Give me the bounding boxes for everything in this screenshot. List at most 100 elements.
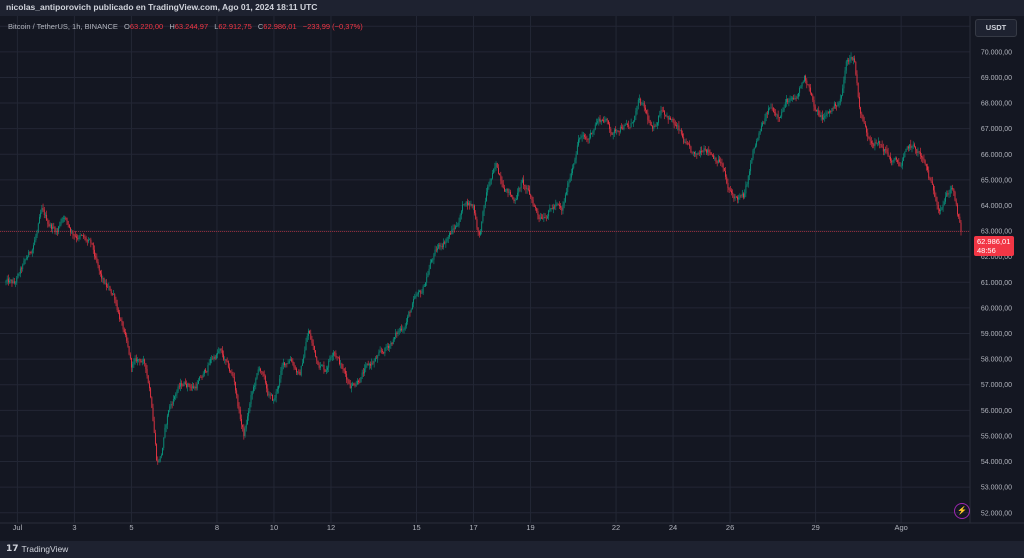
candle-body <box>250 395 252 404</box>
candle-body <box>456 226 458 227</box>
candle-body <box>866 126 867 133</box>
candle-body <box>23 260 25 265</box>
candle-body <box>701 150 703 152</box>
candle-body <box>506 188 508 191</box>
candle-body <box>678 125 680 131</box>
candle-body <box>378 352 380 356</box>
price-tick-label: 69.000,00 <box>981 75 1012 82</box>
candle-body <box>227 361 229 368</box>
candle-body <box>911 146 913 148</box>
candle-body <box>498 167 499 174</box>
candle-body <box>251 391 253 396</box>
candle-body <box>612 133 614 135</box>
candle-body <box>202 373 204 378</box>
open-label: O <box>124 22 130 31</box>
candle-body <box>910 144 912 148</box>
candle-body <box>795 98 797 99</box>
candle-body <box>441 246 443 248</box>
candle-body <box>765 112 767 119</box>
candle-body <box>379 350 381 353</box>
candle-body <box>242 424 244 428</box>
candle-body <box>890 156 891 161</box>
candle-body <box>49 224 51 227</box>
candle-body <box>97 261 99 266</box>
chart-area[interactable]: 52.000,00 53.000,00 54.000,00 55.000,00 56.0… <box>0 16 1024 541</box>
candle-body <box>550 208 552 209</box>
candle-body <box>440 246 442 247</box>
publication-header: nicolas_antiporovich publicado en Tradin… <box>0 0 1024 16</box>
candle-body <box>91 242 93 244</box>
candle-body <box>300 365 302 376</box>
tradingview-brand: TradingView <box>21 544 69 554</box>
candle-body <box>255 378 257 386</box>
candle-body <box>566 191 567 195</box>
candle-body <box>818 110 820 115</box>
candle-body <box>372 362 374 364</box>
candle-body <box>820 114 822 118</box>
candle-body <box>336 356 338 358</box>
candle-body <box>602 119 603 121</box>
tradingview-logo[interactable]: 17 TradingView <box>6 544 68 554</box>
candle-body <box>305 341 307 350</box>
candle-body <box>762 122 764 126</box>
candle-body <box>704 148 706 150</box>
candle-body <box>200 376 202 378</box>
candle-body <box>943 201 945 205</box>
candle-body <box>374 358 376 362</box>
candle-body <box>594 124 596 130</box>
candle-body <box>505 190 507 192</box>
candle-body <box>899 165 901 167</box>
candle-body <box>598 118 600 122</box>
candle-body <box>171 403 173 405</box>
candle-body <box>931 181 933 185</box>
candle-body <box>261 371 263 372</box>
candle-body <box>89 239 91 241</box>
candle-body <box>82 235 83 236</box>
candle-body <box>766 112 768 114</box>
candlestick-chart[interactable]: 52.000,00 53.000,00 54.000,00 55.000,00 56.0… <box>0 16 1024 541</box>
candle-body <box>340 363 342 365</box>
candle-body <box>501 180 503 184</box>
candle-body <box>408 312 410 317</box>
candle-body <box>48 223 50 227</box>
candle-body <box>768 108 769 114</box>
price-tick-label: 64.000,00 <box>981 203 1012 210</box>
candle-body <box>590 132 591 138</box>
candle-body <box>958 214 960 217</box>
candle-body <box>947 193 949 195</box>
candle-body <box>172 398 174 405</box>
candle-body <box>928 170 930 178</box>
candle-body <box>98 265 100 271</box>
candle-body <box>45 214 46 216</box>
candle-body <box>214 356 216 359</box>
candle-body <box>745 185 747 194</box>
candle-body <box>400 328 401 331</box>
candle-body <box>596 122 597 125</box>
candle-body <box>694 151 695 154</box>
candle-body <box>581 135 583 138</box>
candle-body <box>802 81 804 83</box>
candle-body <box>182 385 184 387</box>
candle-body <box>880 144 882 145</box>
candle-body <box>578 139 579 146</box>
candle-body <box>891 160 893 163</box>
candle-body <box>621 127 622 128</box>
candle-body <box>763 122 765 124</box>
candle-body <box>212 358 214 360</box>
candle-body <box>912 144 914 147</box>
currency-button[interactable]: USDT <box>975 19 1017 37</box>
candle-body <box>719 159 720 162</box>
candle-body <box>934 190 936 197</box>
candle-body <box>670 117 671 120</box>
candle-body <box>267 388 269 396</box>
time-axis: Jul 3 5 8 10 12 15 17 19 22 24 26 29 Ago <box>13 523 908 532</box>
candle-body <box>21 268 22 270</box>
candle-body <box>321 365 322 366</box>
candle-body <box>641 103 643 105</box>
candle-body <box>445 241 447 244</box>
candle-body <box>184 382 186 384</box>
candle-body <box>875 142 877 144</box>
candle-body <box>508 191 510 193</box>
candle-body <box>143 359 144 361</box>
lightning-icon[interactable]: ⚡ <box>954 503 970 519</box>
